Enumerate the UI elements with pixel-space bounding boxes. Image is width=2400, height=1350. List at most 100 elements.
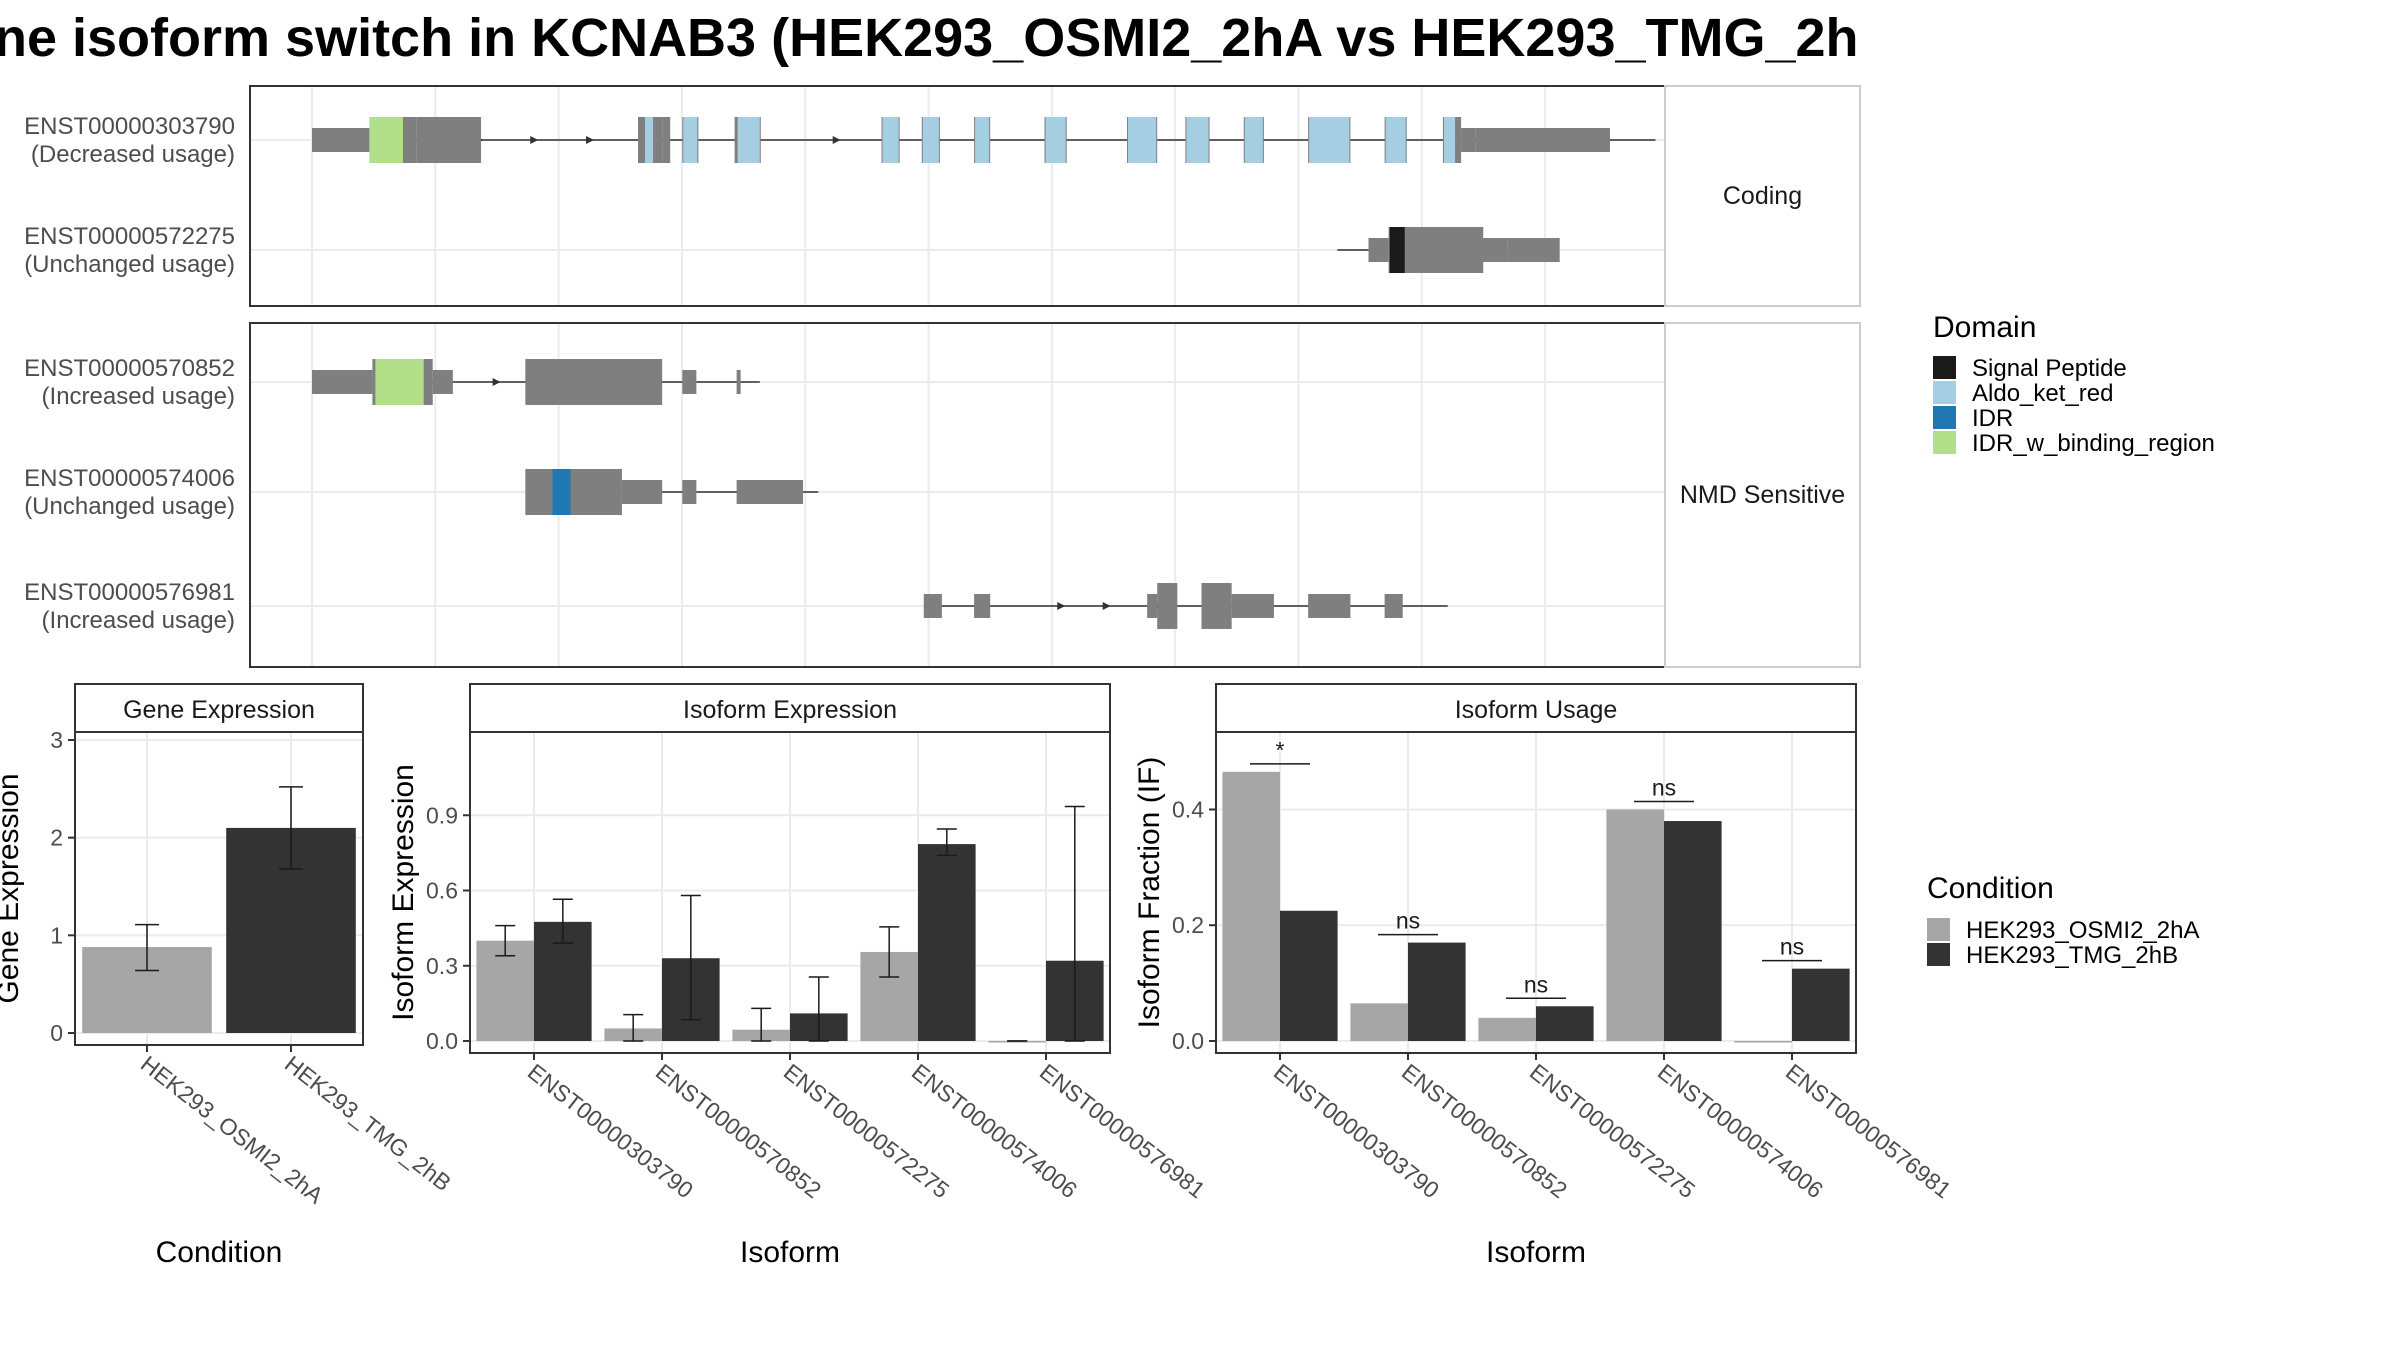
noncoding-exon [1384,594,1403,618]
legend-swatch [1933,356,1956,379]
significance-label: ns [1780,934,1804,960]
y-tick-label: 0.4 [1172,796,1204,822]
chart-strip [1215,683,1857,733]
facet-strip [1664,322,1861,668]
domain-block [552,469,571,515]
noncoding-exon [1475,238,1508,262]
noncoding-exon [312,128,373,152]
figure-title: ne isoform switch in KCNAB3 (HEK293_OSMI… [0,8,1859,68]
x-axis-label: Condition [156,1236,283,1269]
bar [1536,1006,1594,1041]
domain-block [1045,117,1066,163]
bar [1734,1041,1792,1043]
y-axis-label: Isoform Fraction (IF) [1133,757,1166,1029]
noncoding-exon [312,370,373,394]
coding-exon [416,117,482,163]
domain-block [645,117,654,163]
noncoding-exon [1475,128,1610,152]
isoform-usage-label: (Increased usage) [42,383,235,410]
y-tick-label: 0 [50,1020,63,1046]
intron-arrow [1057,602,1066,610]
y-tick-label: 0.2 [1172,912,1204,938]
domain-block [882,117,899,163]
bar [1664,821,1722,1041]
legend-swatch [1933,431,1956,454]
noncoding-exon [682,370,697,394]
legends: Domain Signal PeptideAldo_ket_redIDRIDR_w… [1927,311,2215,969]
noncoding-exon [682,480,697,504]
y-tick-label: 3 [50,727,63,753]
structure-panel-bg [250,323,1665,667]
noncoding-exon [621,480,663,504]
y-tick-label: 0.0 [1172,1028,1204,1054]
domain-block [369,117,403,163]
domain-block [1128,117,1157,163]
bar [1280,910,1338,1041]
noncoding-exon [1461,128,1476,152]
isoform-label: ENST00000570852 [24,355,235,382]
legend-title: Condition [1927,872,2054,905]
noncoding-exon [1507,238,1560,262]
bar [1478,1017,1536,1041]
y-axis-label: Gene Expression [0,773,25,1003]
isoform-label: ENST00000574006 [24,465,235,492]
domain-block [975,117,990,163]
noncoding-exon [1147,594,1158,618]
chart-title: Isoform Usage [1455,696,1618,724]
significance-label: ns [1652,774,1676,800]
legend-swatch [1933,406,1956,429]
y-tick-label: 0.9 [426,802,458,828]
legend-swatch [1933,381,1956,404]
isoform-label: ENST00000576981 [24,579,235,606]
isoform-usage-label: (Unchanged usage) [24,493,235,520]
isoform-label: ENST00000572275 [24,223,235,250]
x-axis-label: Isoform [740,1236,840,1269]
coding-exon [1201,583,1232,629]
significance-label: ns [1524,971,1548,997]
domain-block [737,117,760,163]
isoform-usage-label: (Unchanged usage) [24,251,235,278]
bar-chart-panels: Gene Expression0123HEK293_OSMI2_2hAHEK29… [0,683,1956,1269]
chart-strip [74,683,364,733]
x-axis-label: Isoform [1486,1236,1586,1269]
domain-block [1385,117,1406,163]
chart-strip [469,683,1111,733]
y-tick-label: 2 [50,825,63,851]
significance-label: * [1276,737,1285,763]
isoform-label: ENST00000303790 [24,113,235,140]
facet-strip-label: NMD Sensitive [1680,481,1845,509]
bar [1222,771,1280,1041]
bar [476,940,534,1041]
legend-label: IDR [1972,405,2013,432]
domain-block [1244,117,1263,163]
chart-title: Gene Expression [123,696,315,724]
coding-exon [525,359,663,405]
legend-swatch [1927,918,1950,941]
y-tick-label: 0.0 [426,1028,458,1054]
domain-block [683,117,698,163]
legend-label: IDR_w_binding_region [1972,430,2215,457]
intron-arrow [832,136,841,144]
transcript-structure-panel: ENST00000303790(Decreased usage) ENST0000… [24,85,1861,668]
legend-label: Aldo_ket_red [1972,380,2113,407]
significance-label: ns [1396,908,1420,934]
noncoding-exon [1368,238,1389,262]
noncoding-exon [1308,594,1351,618]
bar [918,844,976,1041]
y-tick-label: 0.3 [426,953,458,979]
noncoding-exon [736,480,804,504]
y-tick-label: 0.6 [426,878,458,904]
bar [1408,942,1466,1041]
legend-label: HEK293_OSMI2_2hA [1966,917,2199,944]
bar [1606,809,1664,1041]
coding-exon [1444,227,1476,273]
intron-arrow [1102,602,1111,610]
bar [1792,968,1850,1041]
intron-arrow [492,378,501,386]
coding-exon [525,469,622,515]
domain-block [1186,117,1209,163]
domain-block [1389,227,1405,273]
coding-exon [1157,583,1178,629]
bar [1350,1003,1408,1041]
